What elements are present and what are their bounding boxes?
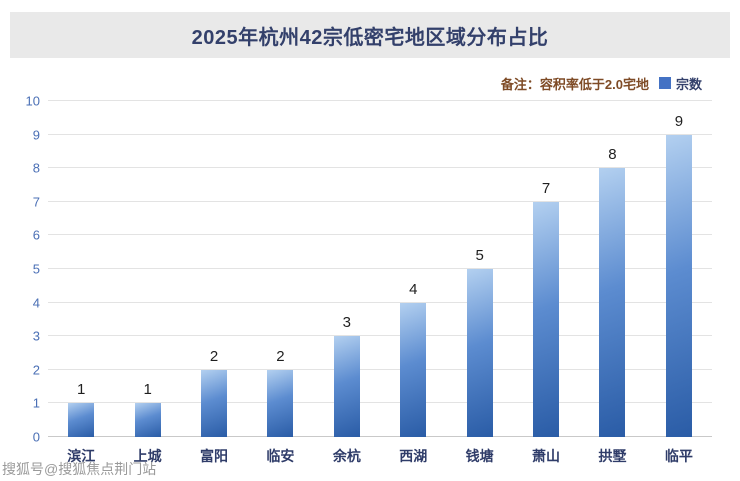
y-tick-label: 10 — [25, 93, 40, 109]
x-category-label: 拱墅 — [598, 448, 627, 464]
bar-slot: 8 — [579, 101, 645, 437]
bar-余杭 — [333, 336, 360, 437]
gridline — [48, 436, 712, 437]
y-tick-label: 0 — [32, 429, 40, 445]
bar-钱塘 — [466, 269, 493, 437]
y-tick-label: 8 — [32, 160, 40, 176]
y-tick-label: 7 — [32, 194, 40, 210]
gridline — [48, 368, 712, 370]
bar-临安 — [267, 369, 294, 437]
bar-slot: 4 — [380, 101, 446, 437]
x-axis-labels: 滨江 上城 富阳 临安 余杭 西湖 钱塘 萧山 拱墅 临平 — [48, 445, 712, 467]
note-row: 备注：容积率低于2.0宅地 宗数 — [501, 74, 702, 92]
bar-slot: 3 — [314, 101, 380, 437]
gridline — [48, 335, 712, 337]
chart-title: 2025年杭州42宗低密宅地区域分布占比 — [191, 26, 549, 49]
bar-slot: 2 — [181, 101, 247, 437]
bar-slot: 1 — [48, 101, 114, 437]
plot-area: 1 1 2 2 3 4 5 7 8 9 — [48, 100, 712, 437]
x-category-label: 余杭 — [332, 448, 361, 464]
gridline — [48, 100, 712, 101]
chart-title-banner: 2025年杭州42宗低密宅地区域分布占比 — [10, 12, 730, 58]
bar-value-label: 3 — [342, 314, 351, 332]
gridline — [48, 301, 712, 303]
legend: 宗数 — [658, 74, 702, 93]
bar-value-label: 2 — [276, 347, 285, 365]
bar-value-label: 4 — [409, 280, 418, 298]
y-axis: 0 1 2 3 4 5 6 7 8 9 10 — [14, 95, 40, 444]
chart-note: 备注：容积率低于2.0宅地 — [500, 76, 649, 92]
bar-slot: 7 — [513, 101, 579, 437]
gridline — [48, 133, 712, 135]
y-tick-label: 4 — [32, 295, 40, 311]
legend-label: 宗数 — [675, 76, 702, 92]
y-tick-label: 1 — [32, 395, 40, 411]
y-tick-label: 9 — [32, 127, 40, 143]
gridline — [48, 402, 712, 404]
gridline — [48, 167, 712, 169]
y-tick-label: 6 — [32, 227, 40, 243]
y-tick-label: 5 — [32, 261, 40, 277]
bar-slot: 1 — [114, 101, 180, 437]
bar-临平 — [665, 134, 692, 437]
x-category-label: 钱塘 — [465, 448, 494, 464]
gridline — [48, 268, 712, 269]
bar-value-label: 1 — [77, 381, 86, 399]
bar-拱墅 — [599, 168, 626, 437]
x-category-label: 萧山 — [532, 448, 561, 464]
bar-value-label: 2 — [209, 347, 219, 365]
bar-滨江 — [68, 403, 95, 437]
y-tick-label: 2 — [32, 362, 40, 378]
gridline — [48, 234, 712, 236]
bar-value-label: 8 — [608, 146, 617, 164]
bar-上城 — [134, 403, 161, 437]
x-category-label: 滨江 — [67, 448, 96, 464]
bar-萧山 — [533, 201, 560, 437]
y-tick-label: 3 — [32, 328, 40, 344]
x-category-label: 临安 — [266, 448, 295, 464]
bar-value-label: 9 — [674, 112, 684, 130]
bar-富阳 — [201, 369, 228, 437]
watermark: 搜狐号@搜狐焦点荆门站 — [2, 461, 157, 477]
gridline — [48, 200, 712, 202]
bar-value-label: 7 — [541, 179, 551, 197]
x-category-label: 临平 — [664, 448, 693, 464]
x-category-label: 西湖 — [399, 448, 428, 464]
x-category-label: 富阳 — [200, 448, 229, 464]
bar-slot: 5 — [446, 101, 512, 437]
legend-swatch-icon — [658, 77, 671, 89]
bar-西湖 — [400, 302, 427, 437]
x-category-label: 上城 — [133, 448, 162, 464]
bar-slot: 9 — [646, 101, 712, 437]
bar-value-label: 1 — [143, 381, 152, 399]
bars-container: 1 1 2 2 3 4 5 7 8 9 — [48, 101, 712, 437]
bar-value-label: 5 — [475, 247, 484, 264]
bar-slot: 2 — [247, 101, 313, 437]
